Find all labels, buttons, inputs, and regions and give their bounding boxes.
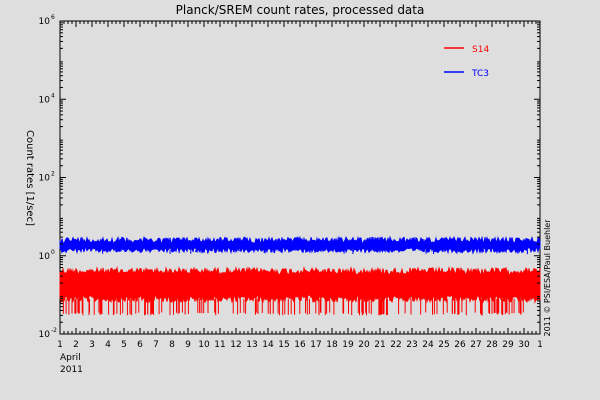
x-tick-label: 6 (137, 340, 143, 350)
x-tick-label: 26 (454, 340, 466, 350)
chart-title: Planck/SREM count rates, processed data (176, 3, 425, 17)
y-tick-label: 10 (39, 174, 51, 184)
x-tick-label: 28 (486, 340, 498, 350)
x-tick-label: 19 (342, 340, 354, 350)
x-tick-label: 30 (518, 340, 530, 350)
y-tick-label: 10 (39, 95, 51, 105)
y-axis-label: Count rates [1/sec] (24, 130, 35, 226)
series-tc3 (59, 235, 541, 255)
x-tick-label: 12 (230, 340, 241, 350)
x-tick-label: 25 (438, 340, 449, 350)
y-tick-exponent: 6 (51, 14, 55, 21)
x-tick-label: 1 (537, 340, 543, 350)
legend: S14 TC3 (444, 45, 489, 79)
x-tick-label: 1 (57, 340, 63, 350)
credit-text: 2011 © PSI/ESA/Paul Buehler (543, 219, 552, 337)
x-tick-label: 10 (198, 340, 210, 350)
x-tick-label: 23 (406, 340, 417, 350)
x-tick-label: 14 (262, 340, 274, 350)
series-spikes-s14 (62, 298, 524, 316)
x-tick-label: 5 (121, 340, 127, 350)
x-tick-label: 11 (214, 340, 225, 350)
y-tick-exponent: 4 (51, 92, 55, 99)
axis-layer: 10 -210 010 210 410 61 2 3 4 5 6 7 8 9 10 11 12 13 14 15 16 1… (39, 14, 543, 350)
y-tick-exponent: -2 (51, 327, 57, 334)
x-tick-label: 9 (185, 340, 191, 350)
legend-label-tc3: TC3 (471, 69, 489, 79)
x-tick-label: 24 (422, 340, 434, 350)
series-s14 (59, 265, 541, 316)
x-tick-label: 7 (153, 340, 159, 350)
x-tick-label: 18 (326, 340, 338, 350)
y-tick-exponent: 2 (51, 171, 55, 178)
x-tick-label: 17 (310, 340, 321, 350)
series-spikes-tc3 (65, 250, 528, 255)
x-axis-month-label: April (60, 353, 81, 363)
x-tick-label: 15 (278, 340, 289, 350)
x-tick-label: 21 (374, 340, 385, 350)
x-tick-label: 3 (89, 340, 95, 350)
x-tick-label: 27 (470, 340, 481, 350)
x-tick-label: 29 (502, 340, 514, 350)
x-tick-label: 22 (390, 340, 401, 350)
y-tick-label: 10 (39, 17, 51, 27)
x-tick-label: 2 (73, 340, 79, 350)
x-tick-label: 4 (105, 340, 111, 350)
series-layer (59, 235, 541, 316)
y-tick-exponent: 0 (51, 249, 55, 256)
legend-label-s14: S14 (472, 45, 489, 55)
y-tick-label: 10 (39, 252, 51, 262)
y-tick-label: 10 (39, 330, 51, 340)
series-band-s14 (59, 265, 541, 304)
x-tick-label: 8 (169, 340, 175, 350)
x-axis-year-label: 2011 (60, 365, 83, 375)
x-tick-label: 20 (358, 340, 370, 350)
x-tick-label: 16 (294, 340, 306, 350)
x-tick-label: 13 (246, 340, 257, 350)
series-band-tc3 (59, 235, 541, 255)
